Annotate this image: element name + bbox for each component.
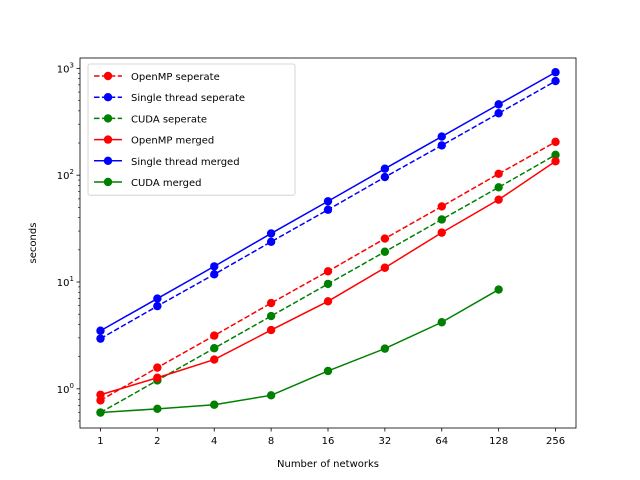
- data-point-openmp-merged: [266, 325, 276, 335]
- data-point-openmp-merged: [96, 390, 105, 399]
- y-tick-label: 102: [57, 168, 74, 182]
- data-point-openmp-seperate: [437, 202, 446, 211]
- data-point-openmp-merged: [380, 263, 390, 272]
- data-point-single-thread-merged: [380, 164, 390, 173]
- x-tick-label: 128: [489, 436, 508, 447]
- data-point-cuda-seperate: [210, 344, 219, 353]
- legend-item-single-thread-seperate: Single thread seperate: [94, 93, 245, 104]
- legend-label: Single thread seperate: [131, 93, 245, 104]
- data-point-cuda-merged: [210, 400, 219, 409]
- series-line-cuda-merged: [100, 288, 500, 414]
- legend-marker: [103, 177, 113, 187]
- legend-box: [87, 63, 296, 196]
- data-point-single-thread-merged: [266, 229, 276, 238]
- y-axis-ticks: 100 101 102 103: [57, 61, 80, 422]
- data-point-cuda-merged: [96, 408, 105, 417]
- series-single-thread-seperate: [96, 76, 560, 343]
- legend-marker: [103, 156, 113, 165]
- y-tick-label: 103: [57, 61, 74, 75]
- y-axis-label: seconds: [28, 223, 39, 264]
- data-point-single-thread-merged: [153, 294, 162, 303]
- data-point-openmp-seperate: [266, 298, 276, 308]
- data-point-openmp-seperate: [210, 331, 219, 340]
- data-point-openmp-seperate: [494, 169, 503, 179]
- x-tick-label: 256: [546, 436, 565, 447]
- x-tick-label: 1: [97, 436, 103, 447]
- data-point-cuda-seperate: [323, 279, 333, 289]
- data-point-cuda-seperate: [437, 215, 446, 224]
- data-point-single-thread-seperate: [437, 141, 446, 150]
- series-single-thread-merged: [96, 68, 560, 335]
- legend: OpenMP seperate Single thread seperate CUD…: [87, 63, 296, 196]
- x-tick-label: 64: [435, 436, 448, 447]
- data-point-single-thread-merged: [210, 262, 219, 271]
- legend-label: OpenMP merged: [131, 136, 214, 147]
- x-tick-label: 16: [322, 436, 335, 447]
- data-point-openmp-merged: [437, 228, 446, 237]
- data-point-openmp-seperate: [551, 137, 560, 147]
- data-point-openmp-merged: [494, 195, 503, 204]
- legend-label: CUDA merged: [131, 178, 202, 189]
- data-point-single-thread-merged: [551, 68, 560, 77]
- series-openmp-seperate: [96, 137, 560, 405]
- legend-label: OpenMP seperate: [131, 72, 220, 83]
- series-openmp-merged: [96, 157, 560, 399]
- data-point-cuda-seperate: [551, 150, 560, 160]
- data-point-cuda-seperate: [266, 311, 276, 321]
- series-cuda-merged: [96, 285, 503, 417]
- legend-item-cuda-seperate: CUDA seperate: [94, 114, 207, 125]
- data-point-single-thread-seperate: [96, 334, 105, 343]
- data-point-openmp-seperate: [323, 267, 333, 276]
- x-axis-label: Number of networks: [277, 459, 379, 470]
- legend-label: CUDA seperate: [131, 114, 207, 125]
- data-point-openmp-seperate: [153, 363, 162, 372]
- legend-marker: [103, 93, 113, 102]
- series-layer: [96, 68, 560, 417]
- data-point-single-thread-seperate: [380, 172, 390, 182]
- data-point-cuda-merged: [323, 366, 333, 376]
- legend-marker: [103, 71, 113, 81]
- data-point-single-thread-merged: [96, 326, 105, 335]
- legend-marker: [103, 114, 113, 123]
- data-point-openmp-merged: [551, 157, 560, 166]
- data-point-cuda-merged: [437, 318, 446, 327]
- legend-item-openmp-merged: OpenMP merged: [94, 135, 214, 147]
- data-point-cuda-seperate: [494, 183, 503, 192]
- data-point-openmp-merged: [323, 297, 333, 306]
- data-point-single-thread-seperate: [153, 301, 162, 311]
- data-point-single-thread-merged: [323, 197, 333, 206]
- y-tick-label: 101: [57, 275, 74, 289]
- data-point-cuda-merged: [266, 391, 276, 400]
- data-point-openmp-merged: [153, 373, 162, 382]
- legend-item-single-thread-merged: Single thread merged: [94, 156, 240, 168]
- data-point-single-thread-merged: [437, 132, 446, 141]
- x-tick-label: 8: [268, 436, 274, 447]
- y-tick-label: 100: [57, 382, 74, 396]
- legend-item-cuda-merged: CUDA merged: [94, 177, 202, 189]
- x-tick-label: 2: [154, 436, 160, 447]
- x-tick-label: 4: [211, 436, 217, 447]
- x-axis-ticks: 1 2 4 8 16 32 64 128 256: [97, 428, 565, 447]
- legend-marker: [103, 135, 113, 144]
- data-point-cuda-seperate: [380, 247, 390, 256]
- data-point-single-thread-seperate: [551, 76, 560, 86]
- data-point-cuda-merged: [494, 285, 503, 294]
- data-point-single-thread-merged: [494, 100, 503, 109]
- data-point-openmp-seperate: [380, 234, 390, 243]
- data-point-single-thread-seperate: [266, 237, 276, 246]
- data-point-single-thread-seperate: [494, 109, 503, 118]
- data-point-single-thread-seperate: [210, 270, 219, 279]
- data-point-cuda-merged: [153, 404, 162, 414]
- data-point-cuda-merged: [380, 344, 390, 353]
- x-tick-label: 32: [379, 436, 392, 447]
- data-point-openmp-merged: [210, 355, 219, 364]
- legend-label: Single thread merged: [131, 157, 240, 168]
- data-point-single-thread-seperate: [323, 205, 333, 214]
- legend-item-openmp-seperate: OpenMP seperate: [94, 71, 220, 83]
